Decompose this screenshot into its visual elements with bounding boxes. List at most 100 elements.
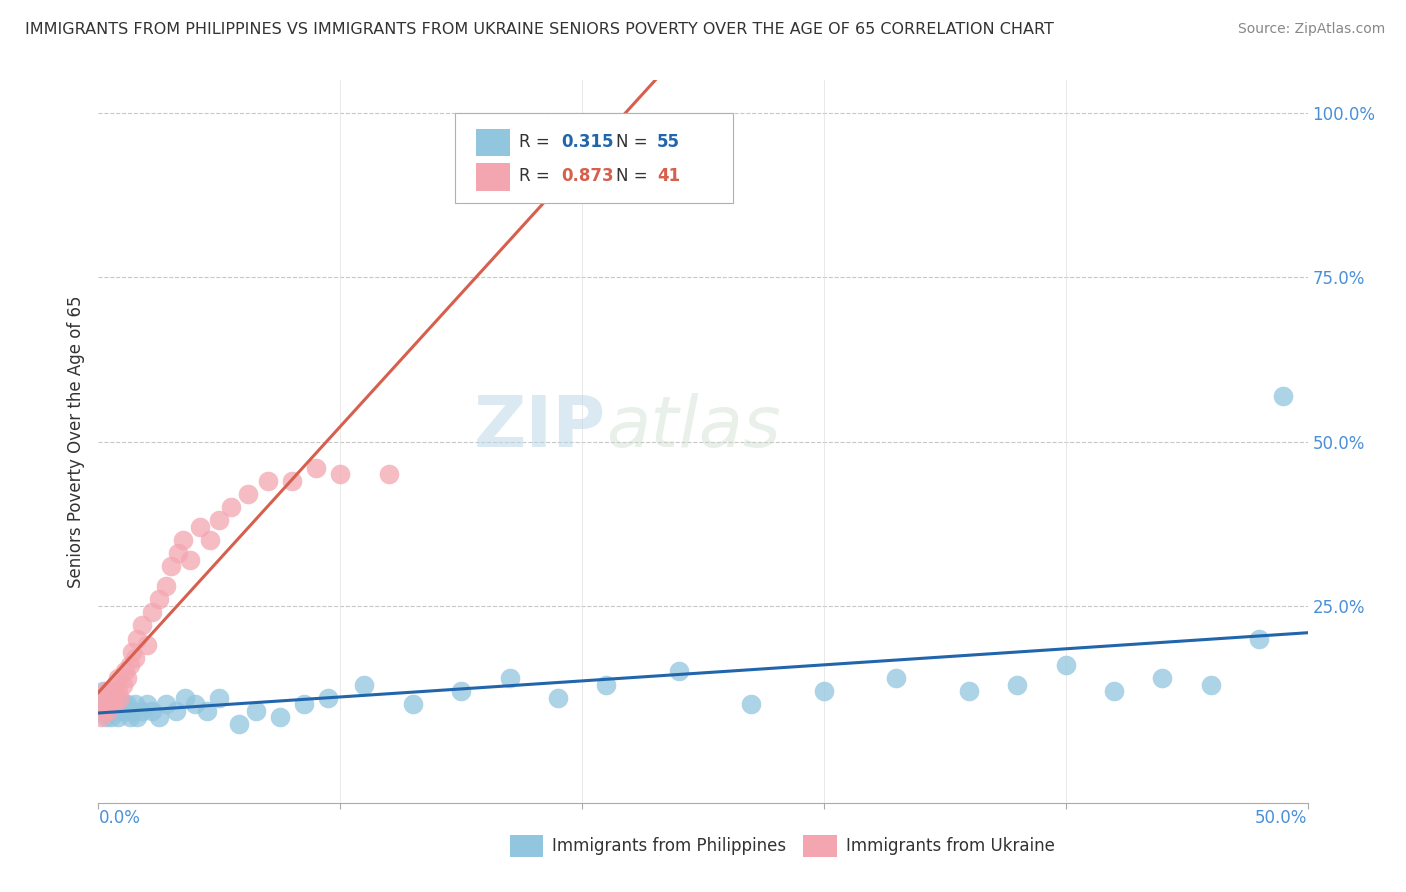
Point bbox=[94, 710, 117, 724]
Point bbox=[1272, 388, 1295, 402]
Point bbox=[155, 579, 177, 593]
Point bbox=[107, 710, 129, 724]
Point bbox=[172, 533, 194, 547]
Point bbox=[245, 704, 267, 718]
Point bbox=[127, 710, 149, 724]
Point bbox=[1007, 677, 1029, 691]
Point bbox=[668, 665, 690, 679]
Point bbox=[377, 467, 399, 482]
Point bbox=[117, 698, 139, 712]
Point bbox=[97, 684, 120, 698]
Point bbox=[127, 632, 149, 646]
Text: ZIP: ZIP bbox=[474, 392, 606, 461]
Point bbox=[90, 710, 112, 724]
Point bbox=[111, 698, 134, 712]
Text: Source: ZipAtlas.com: Source: ZipAtlas.com bbox=[1237, 22, 1385, 37]
Point bbox=[141, 605, 163, 619]
Point bbox=[100, 684, 122, 698]
Point bbox=[221, 500, 243, 515]
Text: 0.315: 0.315 bbox=[561, 133, 614, 151]
Point bbox=[198, 533, 221, 547]
Point bbox=[104, 698, 127, 712]
Point bbox=[104, 690, 127, 705]
Point bbox=[118, 710, 141, 724]
Text: 41: 41 bbox=[657, 168, 681, 186]
Bar bbox=[509, 835, 543, 857]
Point bbox=[114, 704, 136, 718]
Y-axis label: Seniors Poverty Over the Age of 65: Seniors Poverty Over the Age of 65 bbox=[66, 295, 84, 588]
Point bbox=[97, 690, 120, 705]
Point bbox=[740, 698, 762, 712]
Point bbox=[107, 671, 129, 685]
Point bbox=[498, 671, 520, 685]
Point bbox=[329, 467, 352, 482]
Point bbox=[148, 710, 170, 724]
Point bbox=[208, 513, 231, 527]
Point bbox=[135, 638, 157, 652]
Bar bbox=[475, 128, 509, 156]
Point bbox=[547, 690, 569, 705]
Point bbox=[118, 657, 141, 672]
Point bbox=[281, 474, 304, 488]
Point bbox=[256, 474, 278, 488]
Point bbox=[228, 717, 250, 731]
Text: R =: R = bbox=[519, 133, 555, 151]
FancyBboxPatch shape bbox=[456, 112, 734, 203]
Point bbox=[1249, 632, 1271, 646]
Point bbox=[111, 677, 134, 691]
Point bbox=[188, 520, 211, 534]
Text: IMMIGRANTS FROM PHILIPPINES VS IMMIGRANTS FROM UKRAINE SENIORS POVERTY OVER THE : IMMIGRANTS FROM PHILIPPINES VS IMMIGRANT… bbox=[25, 22, 1054, 37]
Point bbox=[104, 698, 127, 712]
Point bbox=[886, 671, 908, 685]
Text: 55: 55 bbox=[657, 133, 681, 151]
Point bbox=[100, 710, 122, 724]
Text: 0.873: 0.873 bbox=[561, 168, 614, 186]
Text: atlas: atlas bbox=[606, 392, 780, 461]
Point bbox=[316, 690, 339, 705]
Point bbox=[1152, 671, 1174, 685]
Point bbox=[90, 704, 112, 718]
Point bbox=[1054, 657, 1077, 672]
Point bbox=[174, 690, 197, 705]
Point bbox=[269, 710, 291, 724]
Point bbox=[117, 671, 139, 685]
Point bbox=[595, 677, 617, 691]
Point bbox=[957, 684, 980, 698]
Point bbox=[208, 690, 231, 705]
Point bbox=[305, 460, 328, 475]
Point bbox=[91, 698, 114, 712]
Point bbox=[94, 698, 117, 712]
Point bbox=[195, 704, 218, 718]
Point bbox=[1199, 677, 1222, 691]
Point bbox=[124, 651, 146, 665]
Text: 0.0%: 0.0% bbox=[98, 809, 141, 827]
Text: Immigrants from Ukraine: Immigrants from Ukraine bbox=[845, 838, 1054, 855]
Point bbox=[114, 665, 136, 679]
Point bbox=[179, 553, 201, 567]
Point bbox=[813, 684, 835, 698]
Point bbox=[121, 645, 143, 659]
Point bbox=[100, 698, 122, 712]
Point bbox=[141, 704, 163, 718]
Point bbox=[450, 684, 472, 698]
Point bbox=[165, 704, 187, 718]
Point bbox=[1102, 684, 1125, 698]
Point bbox=[91, 698, 114, 712]
Point bbox=[108, 704, 131, 718]
Point bbox=[101, 704, 124, 718]
Text: Immigrants from Philippines: Immigrants from Philippines bbox=[551, 838, 786, 855]
Point bbox=[155, 698, 177, 712]
Text: N =: N = bbox=[616, 133, 652, 151]
Point bbox=[107, 684, 129, 698]
Point bbox=[292, 698, 315, 712]
Point bbox=[91, 684, 114, 698]
Point bbox=[104, 677, 127, 691]
Point bbox=[131, 704, 153, 718]
Text: 50.0%: 50.0% bbox=[1256, 809, 1308, 827]
Text: N =: N = bbox=[616, 168, 652, 186]
Bar bbox=[475, 163, 509, 191]
Point bbox=[97, 704, 120, 718]
Point bbox=[94, 684, 117, 698]
Point bbox=[160, 559, 183, 574]
Point bbox=[184, 698, 207, 712]
